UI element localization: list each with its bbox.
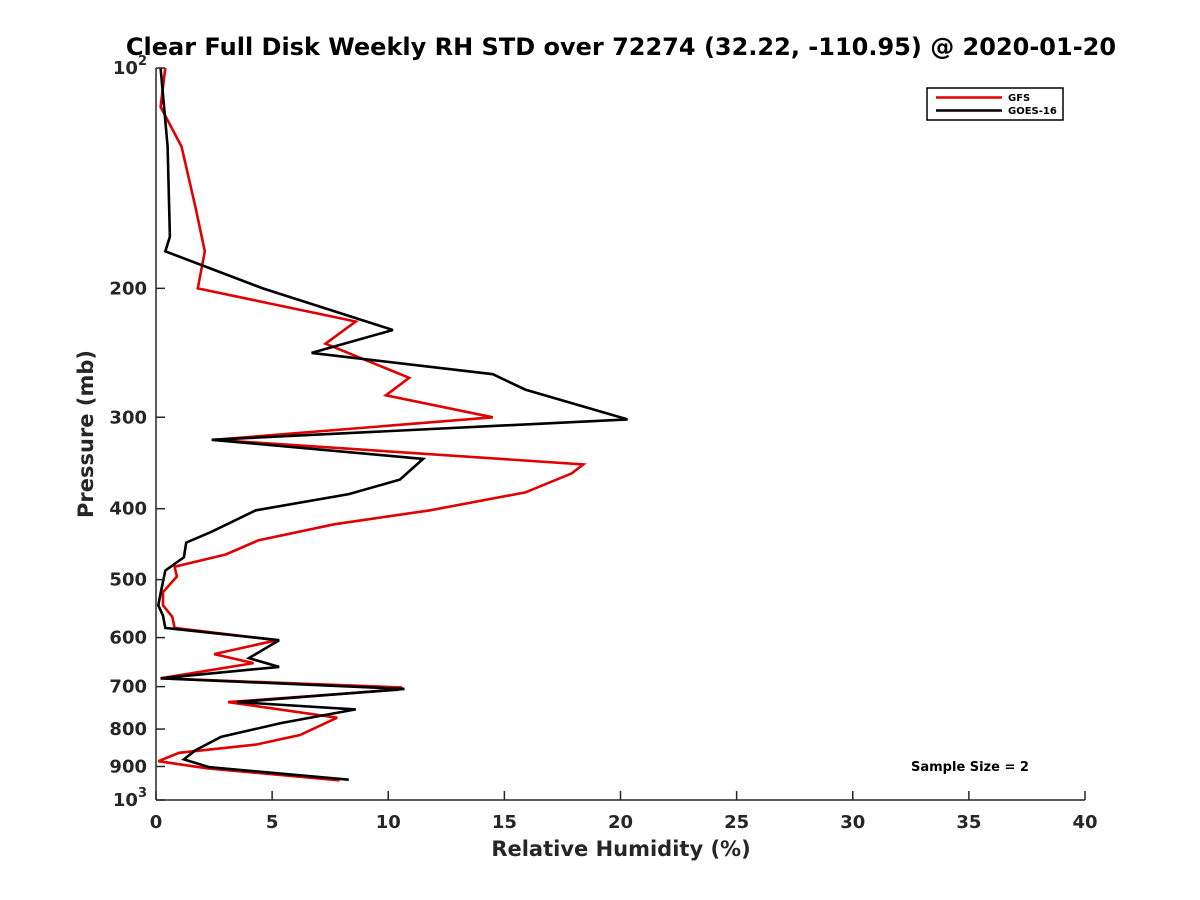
y-tick-label: 300 bbox=[109, 407, 147, 428]
sample-size-annotation: Sample Size = 2 bbox=[911, 760, 1029, 775]
y-tick-label: 102 bbox=[113, 54, 147, 79]
series-line-goes-16 bbox=[156, 67, 628, 781]
legend: GFS GOES-16 bbox=[926, 87, 1064, 121]
x-tick-label: 30 bbox=[840, 812, 865, 833]
y-tick-label: 900 bbox=[109, 757, 147, 778]
y-tick-label-base: 10 bbox=[113, 58, 138, 79]
x-axis-label: Relative Humidity (%) bbox=[491, 837, 750, 861]
y-tick-label-base: 800 bbox=[109, 719, 147, 740]
x-tick-label: 0 bbox=[150, 812, 163, 833]
x-tick-label: 40 bbox=[1072, 812, 1097, 833]
x-tick-label: 15 bbox=[492, 812, 517, 833]
series-line-gfs bbox=[157, 67, 587, 782]
x-tick-label: 5 bbox=[266, 812, 279, 833]
plot-area: 0 5 10 15 20 25 30 35 40 10220030040050060070080… bbox=[109, 54, 1097, 833]
y-tick-label: 800 bbox=[109, 719, 147, 740]
y-tick-label: 200 bbox=[109, 278, 147, 299]
y-tick-label: 400 bbox=[109, 499, 147, 520]
x-tick-label: 25 bbox=[724, 812, 749, 833]
x-ticks: 0 5 10 15 20 25 30 35 40 bbox=[150, 791, 1098, 833]
legend-label-goes16: GOES-16 bbox=[1008, 106, 1057, 117]
series-layer bbox=[156, 67, 628, 782]
y-tick-label-base: 10 bbox=[113, 790, 138, 811]
y-tick-label-base: 900 bbox=[109, 757, 147, 778]
x-tick-label: 20 bbox=[608, 812, 633, 833]
y-tick-label-base: 200 bbox=[109, 278, 147, 299]
chart-title: Clear Full Disk Weekly RH STD over 72274… bbox=[126, 33, 1116, 61]
y-tick-label-base: 300 bbox=[109, 407, 147, 428]
y-tick-label: 700 bbox=[109, 677, 147, 698]
y-tick-label: 600 bbox=[109, 628, 147, 649]
y-tick-label-base: 600 bbox=[109, 628, 147, 649]
y-tick-label-base: 500 bbox=[109, 570, 147, 591]
legend-box bbox=[926, 87, 1064, 121]
y-tick-label-exponent: 3 bbox=[138, 786, 147, 801]
y-axis-label: Pressure (mb) bbox=[74, 350, 98, 518]
y-tick-label-base: 400 bbox=[109, 499, 147, 520]
y-tick-label: 500 bbox=[109, 570, 147, 591]
x-tick-label: 35 bbox=[956, 812, 981, 833]
y-tick-label-exponent: 2 bbox=[138, 54, 147, 69]
y-tick-label: 103 bbox=[113, 786, 147, 811]
x-tick-label: 10 bbox=[376, 812, 401, 833]
y-tick-label-base: 700 bbox=[109, 677, 147, 698]
legend-label-gfs: GFS bbox=[1008, 93, 1030, 104]
